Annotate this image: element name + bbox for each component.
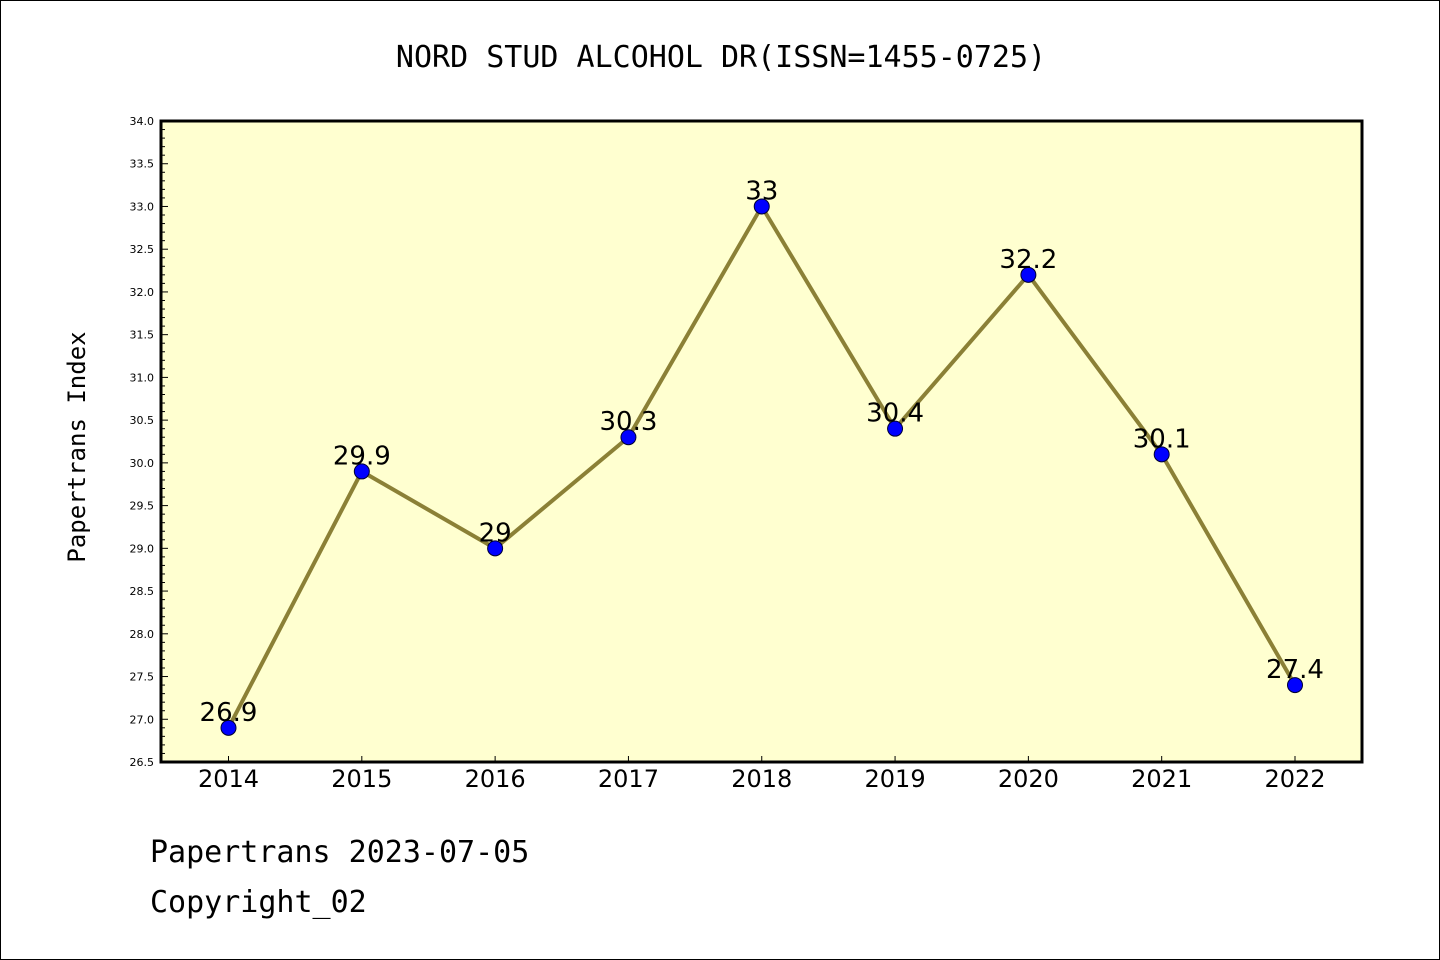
footer-date-line: Papertrans 2023-07-05 bbox=[150, 835, 530, 870]
data-label: 30.4 bbox=[866, 399, 924, 429]
data-point bbox=[220, 719, 237, 736]
data-label: 29 bbox=[479, 518, 512, 548]
chart-title: NORD STUD ALCOHOL DR(ISSN=1455-0725) bbox=[396, 40, 1046, 75]
y-tick-label: 30.5 bbox=[130, 414, 155, 427]
y-tick-label: 33.5 bbox=[130, 158, 155, 171]
y-tick-label: 30.0 bbox=[130, 457, 155, 470]
y-axis-title: Papertrans Index bbox=[63, 331, 91, 562]
x-tick-label: 2016 bbox=[465, 765, 526, 793]
data-point bbox=[887, 420, 904, 437]
data-point bbox=[487, 540, 504, 557]
y-tick-label: 32.0 bbox=[130, 286, 155, 299]
y-tick-label: 31.0 bbox=[130, 371, 155, 384]
data-point bbox=[1287, 677, 1303, 694]
y-tick-label: 28.5 bbox=[130, 585, 155, 598]
y-tick-label: 27.5 bbox=[130, 671, 155, 684]
y-tick-label: 29.0 bbox=[130, 542, 155, 555]
plot-background bbox=[161, 121, 1362, 762]
x-tick-label: 2015 bbox=[331, 765, 392, 793]
data-label: 30.1 bbox=[1133, 424, 1191, 454]
x-tick-label: 2021 bbox=[1131, 765, 1192, 793]
x-tick-label: 2022 bbox=[1264, 765, 1325, 793]
data-label: 30.3 bbox=[599, 407, 657, 437]
x-tick-label: 2018 bbox=[731, 765, 792, 793]
y-tick-label: 31.5 bbox=[130, 329, 155, 342]
y-tick-label: 32.5 bbox=[130, 243, 155, 256]
y-tick-label: 26.5 bbox=[130, 756, 155, 769]
data-label: 26.9 bbox=[200, 698, 258, 728]
y-tick-label: 34.0 bbox=[130, 115, 155, 128]
x-tick-label: 2020 bbox=[998, 765, 1059, 793]
data-point bbox=[1020, 266, 1037, 283]
plot-area: 26.5 27.0 27.5 28.0 28.5 29.0 29.5 30.0 30.5 31.0… bbox=[130, 115, 1364, 793]
y-tick-label: 27.0 bbox=[130, 713, 155, 726]
data-point bbox=[1153, 446, 1170, 463]
x-tick-label: 2019 bbox=[865, 765, 926, 793]
x-tick-label: 2014 bbox=[198, 765, 259, 793]
data-point bbox=[753, 198, 770, 215]
plot-border bbox=[159, 119, 1364, 764]
data-label: 29.9 bbox=[333, 441, 391, 471]
y-tick-label: 33.0 bbox=[130, 200, 155, 213]
y-tick-label: 28.0 bbox=[130, 628, 155, 641]
x-tick-label: 2017 bbox=[598, 765, 659, 793]
data-label: 33 bbox=[745, 176, 778, 206]
data-point bbox=[620, 429, 637, 446]
data-label: 27.4 bbox=[1266, 655, 1324, 685]
data-label: 32.2 bbox=[999, 245, 1057, 275]
y-tick-label: 29.5 bbox=[130, 500, 155, 513]
data-point bbox=[353, 463, 370, 480]
footer-copyright-line: Copyright_02 bbox=[150, 885, 367, 920]
